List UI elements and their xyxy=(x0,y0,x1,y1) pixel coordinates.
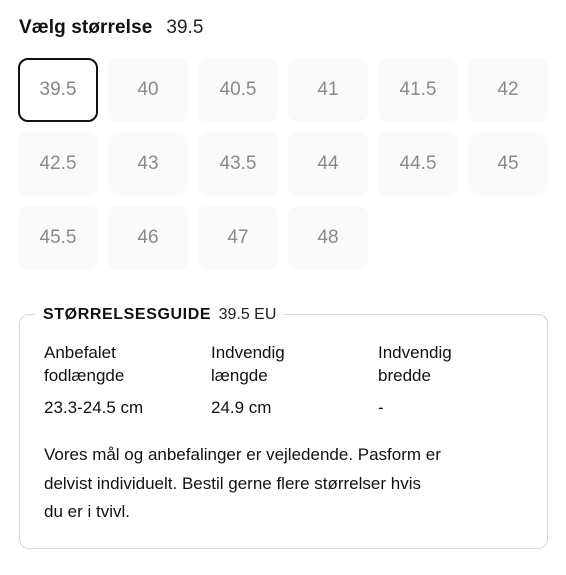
guide-note-line: delvist individuelt. Bestil gerne flere … xyxy=(44,473,421,493)
guide-column-label-line: længde xyxy=(211,366,268,385)
guide-column-label-line: fodlængde xyxy=(44,366,125,385)
size-guide-title: STØRRELSESGUIDE xyxy=(43,306,212,323)
guide-column-value: - xyxy=(378,398,384,417)
guide-note-line: du er i tvivl. xyxy=(44,502,130,521)
size-button-44[interactable]: 44 xyxy=(288,132,368,196)
size-button-43[interactable]: 43 xyxy=(108,132,188,196)
size-button-46[interactable]: 46 xyxy=(108,206,188,270)
size-button-41[interactable]: 41 xyxy=(288,58,368,122)
size-button-42[interactable]: 42 xyxy=(468,58,548,122)
size-guide-note: Vores mål og anbefalinger er vejledende.… xyxy=(44,441,524,527)
guide-column-label-line: Indvendig xyxy=(378,343,452,362)
guide-column-foot-length: Anbefalet fodlængde 23.3-24.5 cm xyxy=(44,341,204,419)
size-header: Vælg størrelse 39.5 xyxy=(19,17,203,43)
guide-column-label: Indvendig bredde xyxy=(378,341,538,387)
size-button-43-5[interactable]: 43.5 xyxy=(198,132,278,196)
selected-size-value: 39.5 xyxy=(166,17,204,38)
size-button-40[interactable]: 40 xyxy=(108,58,188,122)
guide-column-inner-width: Indvendig bredde - xyxy=(378,341,538,419)
size-guide: STØRRELSESGUIDE 39.5 EU Anbefalet fodlæn… xyxy=(19,304,548,549)
guide-column-inner-length: Indvendig længde 24.9 cm xyxy=(211,341,371,419)
guide-column-value: 24.9 cm xyxy=(211,398,272,417)
guide-column-label: Indvendig længde xyxy=(211,341,371,387)
size-button-39-5[interactable]: 39.5 xyxy=(18,58,98,122)
size-button-41-5[interactable]: 41.5 xyxy=(378,58,458,122)
size-button-40-5[interactable]: 40.5 xyxy=(198,58,278,122)
size-button-48[interactable]: 48 xyxy=(288,206,368,270)
size-button-45-5[interactable]: 45.5 xyxy=(18,206,98,270)
size-button-45[interactable]: 45 xyxy=(468,132,548,196)
guide-column-label: Anbefalet fodlængde xyxy=(44,341,204,387)
size-grid: 39.5 40 40.5 41 41.5 42 42.5 43 43.5 44 … xyxy=(18,58,550,270)
guide-column-label-line: Anbefalet xyxy=(44,343,116,362)
size-button-44-5[interactable]: 44.5 xyxy=(378,132,458,196)
guide-column-label-line: bredde xyxy=(378,366,431,385)
guide-note-line: Vores mål og anbefalinger er vejledende.… xyxy=(44,445,441,464)
size-button-42-5[interactable]: 42.5 xyxy=(18,132,98,196)
size-button-47[interactable]: 47 xyxy=(198,206,278,270)
guide-column-label-line: Indvendig xyxy=(211,343,285,362)
guide-column-value: 23.3-24.5 cm xyxy=(44,398,144,417)
size-header-title: Vælg størrelse xyxy=(19,17,153,38)
size-guide-legend: STØRRELSESGUIDE 39.5 EU xyxy=(35,304,285,326)
size-guide-value: 39.5 EU xyxy=(218,306,277,323)
